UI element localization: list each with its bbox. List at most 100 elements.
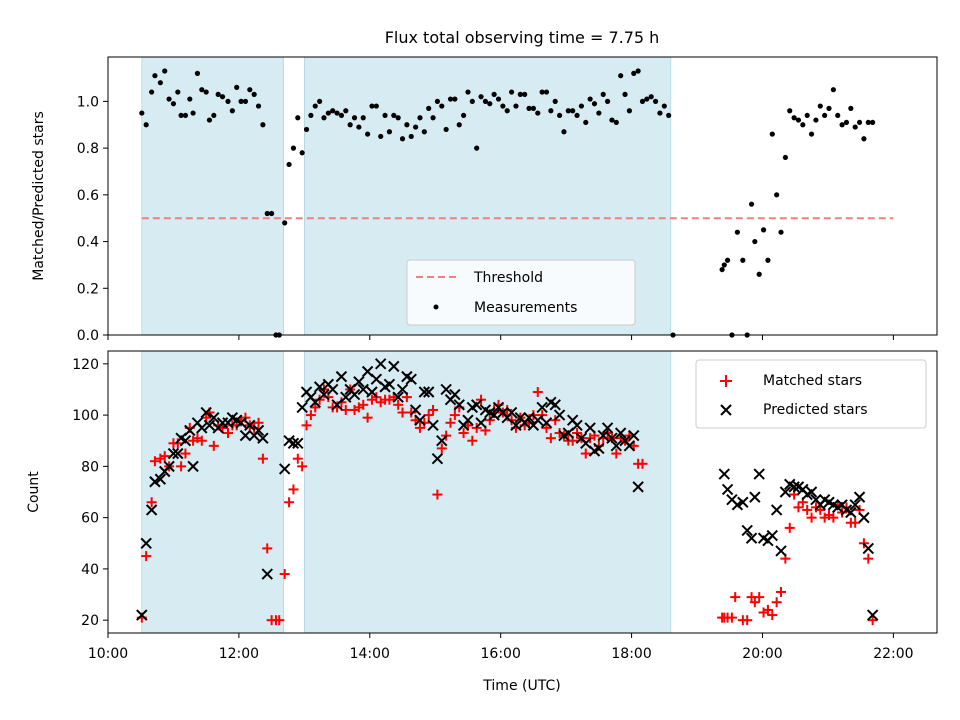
measurement-point	[460, 112, 467, 119]
matched-star-point	[146, 497, 157, 508]
measurement-point	[343, 108, 349, 114]
matched-star-point	[489, 404, 500, 415]
measurement-point	[500, 103, 506, 109]
matched-star-point	[253, 417, 264, 428]
predicted-star-point	[853, 491, 866, 503]
measurement-point	[282, 220, 288, 226]
predicted-star-point	[805, 486, 818, 498]
top-y-tick-label: 0.0	[77, 328, 99, 344]
measurement-point	[286, 161, 292, 168]
measurement-point	[774, 192, 780, 198]
matched-star-point	[458, 428, 469, 439]
predicted-star-point	[536, 401, 548, 414]
measurement-point	[535, 110, 541, 116]
predicted-star-point	[532, 414, 544, 426]
measurement-point	[719, 266, 725, 273]
matched-star-point	[545, 433, 556, 444]
measurement-point	[187, 96, 193, 102]
predicted-star-point	[749, 491, 761, 503]
measurement-point	[513, 103, 519, 109]
bottom-y-tick-label: 100	[72, 408, 99, 424]
predicted-star-point	[845, 506, 857, 519]
predicted-star-point	[523, 411, 535, 424]
measurement-point	[548, 108, 554, 114]
measurement-point	[596, 110, 602, 116]
bottom-y-axis-label: Count	[26, 471, 42, 513]
matched-star-point	[762, 604, 773, 615]
measurement-point	[365, 131, 371, 137]
measurement-point	[225, 98, 231, 104]
predicted-star-point	[348, 388, 361, 401]
measurement-point	[748, 201, 755, 207]
measurement-point	[522, 91, 528, 97]
matched-star-point	[502, 404, 513, 415]
measurement-point	[251, 91, 257, 97]
predicted-star-point	[510, 419, 522, 432]
measurement-point	[426, 105, 432, 111]
predicted-star-point	[396, 383, 409, 396]
matched-star-point	[180, 448, 191, 459]
matched-star-point	[406, 407, 417, 418]
measurement-point	[765, 257, 771, 263]
predicted-star-point	[718, 468, 731, 480]
measurement-point	[178, 112, 184, 119]
measurement-point	[143, 122, 149, 128]
matched-star-point	[196, 435, 207, 446]
matched-star-point	[423, 410, 434, 421]
measurement-point	[782, 154, 788, 161]
predicted-star-point	[601, 422, 614, 434]
chart-title: Flux total observing time = 7.75 h	[385, 28, 660, 47]
matched-star-point	[754, 592, 765, 603]
measurement-point	[652, 98, 659, 104]
matched-star-point	[393, 399, 404, 410]
predicted-star-point	[296, 401, 308, 414]
predicted-star-point	[279, 463, 291, 475]
measurement-point	[587, 96, 593, 102]
measurement-point	[644, 96, 650, 102]
measurement-point	[666, 112, 672, 119]
legend-matched-swatch	[720, 375, 732, 387]
predicted-star-point	[235, 417, 247, 429]
measurement-point	[552, 98, 558, 104]
predicted-star-point	[418, 386, 431, 398]
predicted-star-point	[470, 399, 483, 411]
predicted-star-point	[858, 511, 870, 524]
matched-star-point	[279, 569, 290, 580]
measurement-point	[724, 257, 731, 263]
predicted-star-point	[540, 417, 553, 429]
matched-star-point	[362, 412, 373, 423]
predicted-star-point	[140, 537, 152, 549]
measurement-point	[321, 115, 327, 121]
predicted-star-point	[187, 460, 199, 473]
bottom-y-tick-label: 20	[81, 613, 99, 629]
top-y-axis: 0.0 0.2 0.4 0.6 0.8 1.0	[77, 94, 108, 344]
measurement-point	[661, 103, 667, 109]
matched-star-point	[428, 404, 439, 415]
bottom-legend-box	[695, 359, 927, 429]
measurement-point	[613, 119, 619, 126]
matched-star-point	[467, 435, 478, 446]
matched-star-point	[274, 615, 285, 626]
top-legend-box	[406, 259, 636, 326]
matched-star-point	[730, 592, 741, 603]
measurement-point	[495, 96, 502, 102]
matched-star-point	[863, 553, 874, 564]
measurement-point	[238, 98, 244, 104]
measurement-point	[399, 136, 406, 142]
measurement-point	[604, 98, 611, 104]
predicted-star-point	[200, 406, 212, 419]
legend-predicted-swatch	[720, 404, 732, 416]
predicted-star-point	[721, 483, 734, 496]
measurement-point	[482, 98, 489, 104]
measurement-point	[487, 101, 493, 107]
predicted-star-point	[318, 388, 330, 401]
measurement-point	[817, 103, 823, 109]
bottom-y-tick-label: 60	[81, 511, 99, 527]
measurement-point	[870, 119, 876, 126]
predicted-star-point	[357, 383, 369, 396]
predicted-star-point	[453, 399, 465, 411]
predicted-star-point	[145, 504, 158, 516]
predicted-star-point	[449, 388, 461, 401]
top-y-tick-label: 0.6	[77, 188, 99, 204]
measurement-point	[626, 108, 632, 114]
